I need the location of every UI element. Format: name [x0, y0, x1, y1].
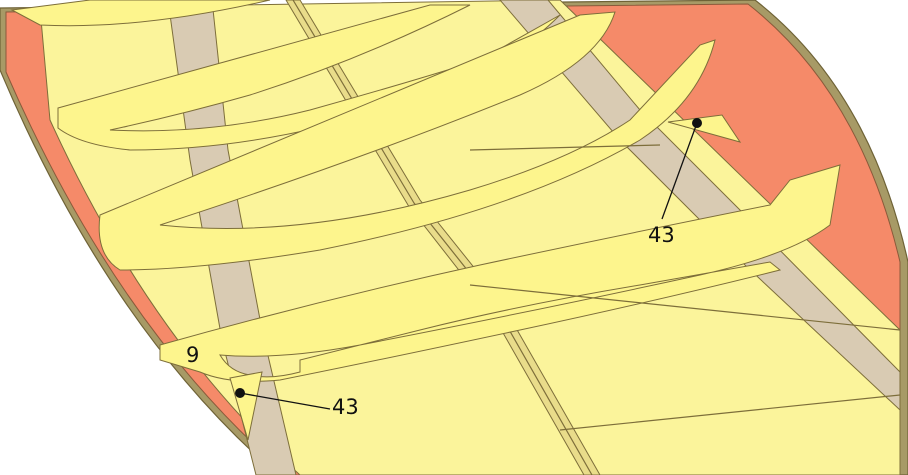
frame-panel-4 [159, 164, 841, 382]
callout-43-top-leader [661, 122, 698, 220]
callout-43-bottom-leader [239, 392, 331, 410]
callout-43-bottom-label: 43 [332, 395, 359, 419]
floor-crossline-3 [469, 144, 661, 151]
frame-panel-3 [98, 11, 716, 271]
floor-crossline-1 [469, 284, 901, 331]
floor-crossline-2 [559, 394, 901, 431]
callout-43-top-label: 43 [648, 223, 675, 247]
frame-panel-1 [10, 0, 271, 27]
callout-9-label: 9 [186, 343, 199, 367]
